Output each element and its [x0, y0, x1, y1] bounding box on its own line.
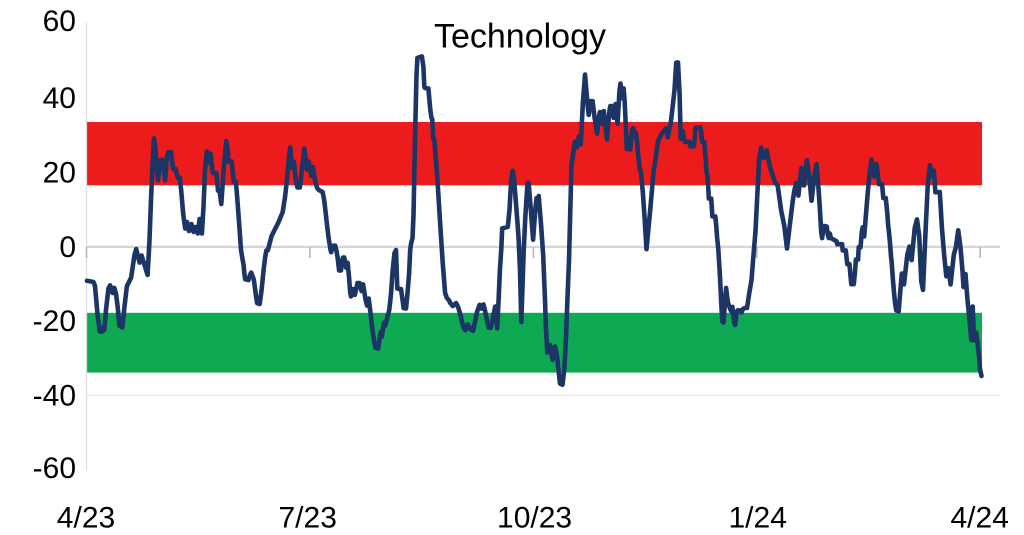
svg-text:20: 20 — [43, 157, 76, 190]
svg-text:40: 40 — [43, 82, 76, 115]
svg-text:4/23: 4/23 — [57, 502, 115, 535]
svg-text:0: 0 — [59, 231, 76, 264]
svg-text:-20: -20 — [33, 305, 76, 338]
svg-text:10/23: 10/23 — [497, 502, 572, 535]
svg-text:-40: -40 — [33, 380, 76, 413]
svg-text:1/24: 1/24 — [729, 502, 787, 535]
svg-text:Technology: Technology — [434, 18, 606, 56]
svg-text:-60: -60 — [33, 452, 76, 485]
svg-text:4/24: 4/24 — [951, 502, 1009, 535]
svg-text:60: 60 — [43, 5, 76, 38]
svg-text:7/23: 7/23 — [279, 502, 337, 535]
